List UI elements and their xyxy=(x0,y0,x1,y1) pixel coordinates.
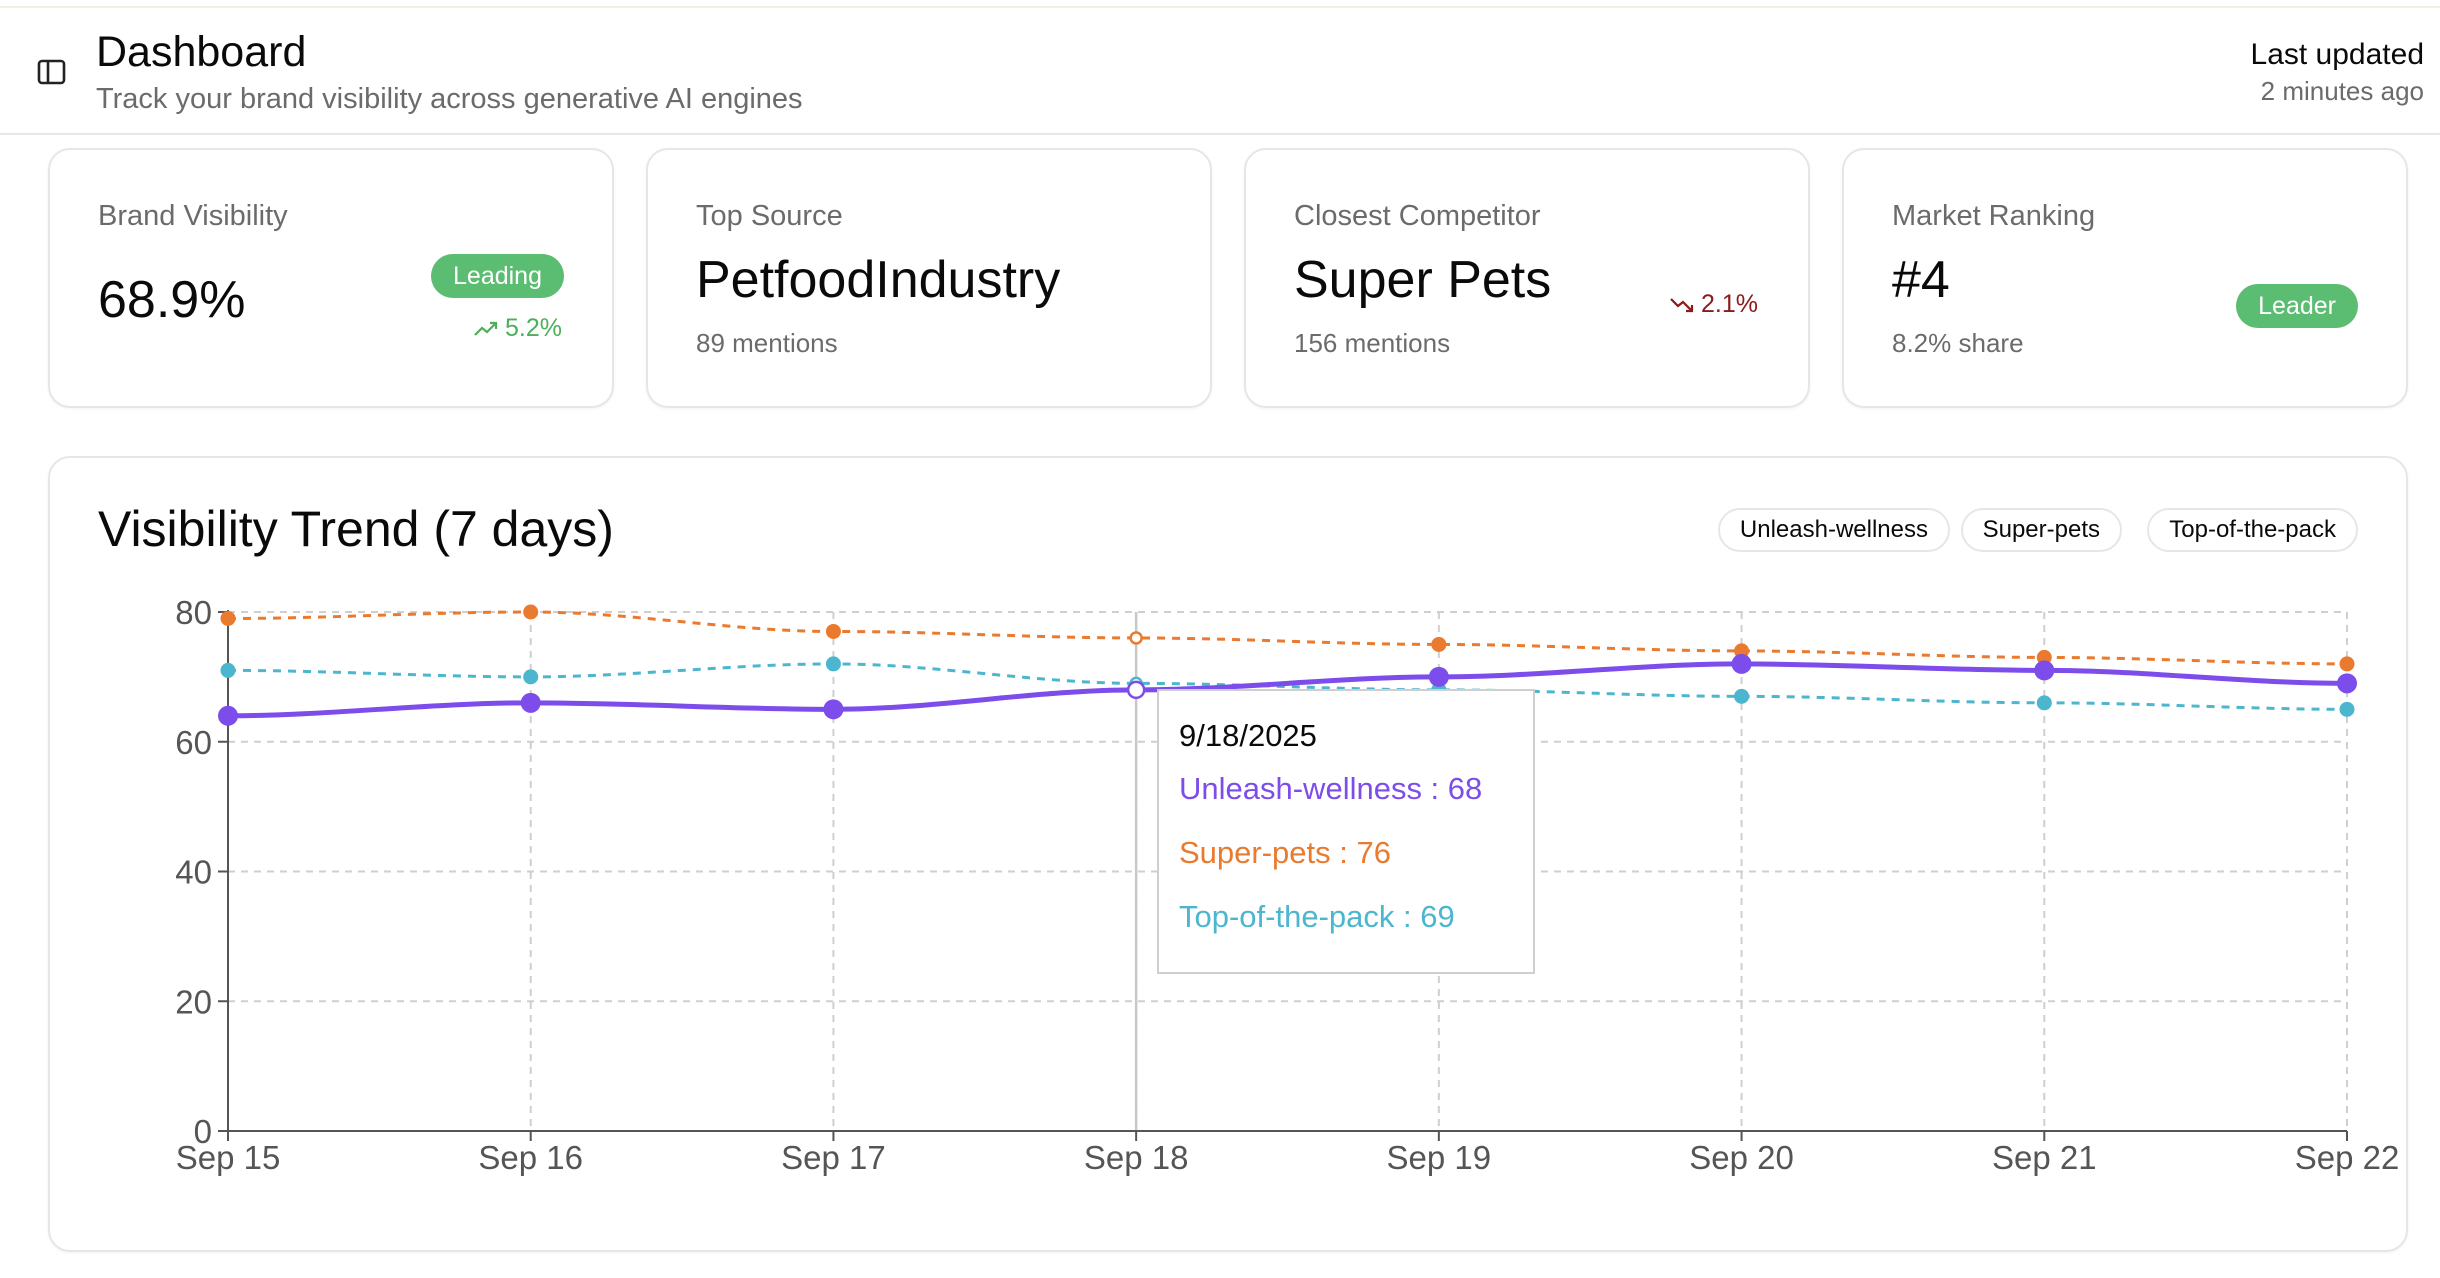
card-label: Top Source xyxy=(696,200,843,232)
y-tick-label: 40 xyxy=(175,854,212,891)
data-point-top-of-the-pack xyxy=(523,669,539,685)
card-value: #4 xyxy=(1892,251,1950,309)
card-subtext: 89 mentions xyxy=(696,328,838,358)
data-point-super-pets xyxy=(220,610,236,626)
card-subtext: 156 mentions xyxy=(1294,328,1451,358)
active-point-unleash-wellness xyxy=(1126,680,1146,700)
tooltip-row-super-pets: Super-pets : 76 xyxy=(1179,835,1391,870)
legend-item-top-of-the-pack[interactable]: Top-of-the-pack xyxy=(2147,508,2358,552)
trend-value: 5.2% xyxy=(505,314,562,342)
x-tick-label: Sep 20 xyxy=(1689,1139,1794,1176)
y-tick-label: 20 xyxy=(175,983,212,1020)
card-value: PetfoodIndustry xyxy=(696,251,1061,309)
status-badge: Leading xyxy=(431,254,564,298)
data-point-unleash-wellness xyxy=(1731,653,1752,674)
trend-value: 2.1% xyxy=(1701,290,1758,318)
x-tick-label: Sep 17 xyxy=(781,1139,886,1176)
data-point-top-of-the-pack xyxy=(220,662,236,678)
x-tick-label: Sep 22 xyxy=(2295,1139,2400,1176)
chart-tooltip: 9/18/2025 Unleash-wellness : 68 Super-pe… xyxy=(1157,689,1535,974)
last-updated-label: Last updated xyxy=(2250,38,2424,71)
legend-item-super-pets[interactable]: Super-pets xyxy=(1960,508,2122,552)
data-point-top-of-the-pack xyxy=(2339,701,2355,717)
card-label: Market Ranking xyxy=(1892,200,2096,232)
top-rule xyxy=(0,6,2440,8)
data-point-super-pets xyxy=(825,623,841,639)
page-title: Dashboard xyxy=(96,28,307,76)
page-subtitle: Track your brand visibility across gener… xyxy=(96,83,803,115)
top-source-card: Top Source PetfoodIndustry 89 mentions xyxy=(646,148,1212,408)
data-point-top-of-the-pack xyxy=(1734,688,1750,704)
card-label: Brand Visibility xyxy=(98,200,288,232)
card-label: Closest Competitor xyxy=(1294,200,1541,232)
tooltip-row-top-of-the-pack: Top-of-the-pack : 69 xyxy=(1179,899,1455,934)
data-point-unleash-wellness xyxy=(2337,673,2357,694)
data-point-unleash-wellness xyxy=(218,705,238,726)
chart-title: Visibility Trend (7 days) xyxy=(98,501,614,557)
x-tick-label: Sep 19 xyxy=(1387,1139,1492,1176)
y-tick-label: 0 xyxy=(194,1113,212,1150)
y-tick-label: 80 xyxy=(175,594,212,631)
data-point-unleash-wellness xyxy=(2034,660,2055,681)
data-point-top-of-the-pack xyxy=(2036,695,2052,711)
data-point-top-of-the-pack xyxy=(825,656,841,672)
x-tick-label: Sep 21 xyxy=(1992,1139,2097,1176)
y-tick-label: 60 xyxy=(175,724,212,761)
active-point-super-pets xyxy=(1129,631,1143,645)
tooltip-date: 9/18/2025 xyxy=(1179,718,1317,753)
data-point-super-pets xyxy=(1431,636,1447,652)
trend-up-icon xyxy=(474,321,498,336)
card-subtext: 8.2% share xyxy=(1892,328,2024,358)
trend-indicator: 5.2% xyxy=(473,314,562,343)
legend-item-unleash-wellness[interactable]: Unleash-wellness xyxy=(1717,508,1950,552)
data-point-unleash-wellness xyxy=(1428,666,1449,687)
data-point-super-pets xyxy=(2339,656,2355,672)
series-line-super-pets xyxy=(227,610,2348,666)
x-tick-label: Sep 18 xyxy=(1084,1139,1189,1176)
data-point-unleash-wellness xyxy=(520,692,541,713)
brand-visibility-card: Brand Visibility 68.9% Leading 5.2% xyxy=(48,148,614,408)
tooltip-row-unleash-wellness: Unleash-wellness : 68 xyxy=(1179,771,1483,806)
x-tick-label: Sep 15 xyxy=(176,1139,281,1176)
closest-competitor-card: Closest Competitor Super Pets 156 mentio… xyxy=(1244,148,1810,408)
trend-indicator: 2.1% xyxy=(1669,290,1758,319)
card-value: 68.9% xyxy=(98,271,246,329)
last-updated-value: 2 minutes ago xyxy=(2260,76,2424,106)
trend-down-icon xyxy=(1670,297,1694,312)
sidebar-toggle-icon[interactable] xyxy=(36,56,68,88)
x-tick-label: Sep 16 xyxy=(478,1139,583,1176)
page-header: Dashboard Track your brand visibility ac… xyxy=(0,8,2440,135)
market-ranking-card: Market Ranking #4 8.2% share Leader xyxy=(1842,148,2408,408)
card-value: Super Pets xyxy=(1294,251,1552,309)
data-point-super-pets xyxy=(523,604,539,620)
series-line-unleash-wellness xyxy=(227,661,2348,719)
data-point-unleash-wellness xyxy=(823,699,844,720)
status-badge: Leader xyxy=(2236,284,2358,328)
